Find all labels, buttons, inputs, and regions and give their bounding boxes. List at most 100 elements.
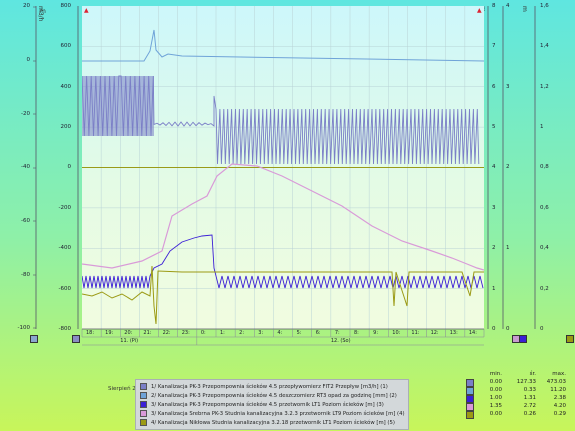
tick: 7 — [492, 43, 496, 49]
legend-item[interactable]: 1/ Kanalizacja PK-3 Przepompownia ściekó… — [140, 383, 388, 391]
legend-label: 2/ Kanalizacja PK-3 Przepompownia ściekó… — [151, 393, 397, 399]
stats-row: 0.00 127.33 473.03 — [466, 378, 570, 387]
hour-label: 7: — [334, 330, 340, 336]
legend-item[interactable]: 4/ Kanalizacja Nikłowa Studnia kanalizac… — [140, 419, 395, 427]
tick: 6 — [492, 84, 496, 90]
right-axis-selector[interactable] — [519, 335, 527, 343]
hour-label: 6: — [315, 330, 321, 336]
legend-swatch-icon — [140, 410, 147, 417]
stats-max: 4.20 — [553, 403, 566, 409]
legend-label: 3/ Kanalizacja PK-3 Przepompownia ściekó… — [151, 402, 384, 408]
hour-label: 12: — [430, 330, 439, 336]
tick: -800 — [58, 326, 71, 332]
stats-header-avg: śr. — [529, 371, 536, 377]
hour-label: 10: — [392, 330, 401, 336]
series-line — [82, 163, 484, 271]
stats-row: 1.00 1.31 2.38 — [466, 394, 570, 403]
hour-label: 21: — [143, 330, 152, 336]
tick: 0 — [492, 326, 496, 332]
tick: 0,6 — [540, 205, 549, 211]
hour-label: 19: — [105, 330, 114, 336]
chart-plot-area[interactable] — [82, 6, 484, 329]
tick: 0 — [540, 326, 544, 332]
tick: 4 — [506, 3, 510, 9]
stats-header: min. śr. max. — [466, 370, 570, 378]
tick: 3 — [506, 84, 510, 90]
legend: 1/ Kanalizacja PK-3 Przepompownia ściekó… — [135, 379, 409, 430]
hour-label: 3: — [258, 330, 264, 336]
stats-header-min: min. — [489, 371, 502, 377]
tick: -20 — [21, 111, 30, 117]
tick: 1 — [506, 245, 510, 251]
left-axis-selector[interactable] — [30, 335, 38, 343]
legend-swatch-icon — [140, 419, 147, 426]
tick: 1,4 — [540, 43, 549, 49]
legend-swatch-icon — [140, 401, 147, 408]
stats-max: 473.03 — [546, 379, 566, 385]
stats-min: 0.00 — [489, 387, 502, 393]
legend-item[interactable]: 3/ Kanalizacja Srebrna PK-3 Studnia kana… — [140, 410, 405, 418]
legend-swatch-icon — [140, 383, 147, 390]
stats-max: 11.20 — [550, 387, 566, 393]
stats-swatch-icon — [466, 411, 474, 419]
tick: 3 — [492, 205, 496, 211]
tick: 0,4 — [540, 245, 549, 251]
legend-label: 4/ Kanalizacja Nikłowa Studnia kanalizac… — [151, 420, 395, 426]
stats-row: 1.35 2.72 4.20 — [466, 402, 570, 411]
stats-swatch-icon — [466, 379, 474, 387]
tick: 20 — [23, 3, 30, 9]
legend-label: 3/ Kanalizacja Srebrna PK-3 Studnia kana… — [151, 411, 405, 417]
tick: 5 — [492, 124, 496, 130]
tick: 0 — [67, 164, 72, 170]
stats-max: 2.38 — [553, 395, 566, 401]
tick: 0,2 — [540, 286, 549, 292]
stats-avg: 127.33 — [516, 379, 536, 385]
tick: 800 — [60, 3, 72, 9]
axis-marker-icon: ▲ — [84, 7, 89, 14]
stats-max: 0.29 — [553, 411, 566, 417]
left-axis-selector[interactable] — [72, 335, 80, 343]
stats-row: 0.00 0.26 0.29 — [466, 410, 570, 419]
stats-avg: 2.72 — [523, 403, 536, 409]
stats-swatch-icon — [466, 387, 474, 395]
hour-label: 9: — [373, 330, 379, 336]
tick: -40 — [21, 164, 30, 170]
hour-label: 13: — [449, 330, 458, 336]
stats-swatch-icon — [466, 403, 474, 411]
tick: 0,8 — [540, 164, 549, 170]
tick: 200 — [60, 124, 72, 130]
tick: -100 — [17, 325, 30, 331]
tick: -600 — [58, 286, 71, 292]
stats-min: 0.00 — [489, 379, 502, 385]
tick: 1 — [492, 286, 496, 292]
tick: 400 — [60, 84, 72, 90]
legend-swatch-icon — [140, 392, 147, 399]
date-label: Sierpień 2017 — [108, 386, 147, 392]
legend-item[interactable]: 2/ Kanalizacja PK-3 Przepompownia ściekó… — [140, 392, 397, 400]
tick: 4 — [492, 164, 496, 170]
series-line — [82, 234, 484, 289]
stats-min: 1.35 — [489, 403, 502, 409]
hour-label: 23: — [181, 330, 190, 336]
series-area — [82, 76, 154, 136]
tick: 1 — [540, 124, 544, 130]
stats-avg: 1.31 — [523, 395, 536, 401]
legend-item[interactable]: 3/ Kanalizacja PK-3 Przepompownia ściekó… — [140, 401, 384, 409]
tick: 1,2 — [540, 84, 549, 90]
axis-marker-icon: m — [40, 8, 46, 15]
chart-svg — [82, 6, 484, 329]
axis-marker-icon: ▲ — [477, 7, 482, 14]
hour-label: 4: — [277, 330, 283, 336]
stats-row: 0.00 0.33 11.20 — [466, 386, 570, 395]
stats-avg: 0.26 — [523, 411, 536, 417]
hour-label: 11: — [411, 330, 420, 336]
tick: 600 — [60, 43, 72, 49]
hour-label: 5: — [296, 330, 302, 336]
stats-swatch-icon — [466, 395, 474, 403]
tick: -60 — [21, 218, 30, 224]
hour-label: 2: — [239, 330, 245, 336]
tick: 2 — [506, 164, 510, 170]
right-axis-selector[interactable] — [566, 335, 574, 343]
